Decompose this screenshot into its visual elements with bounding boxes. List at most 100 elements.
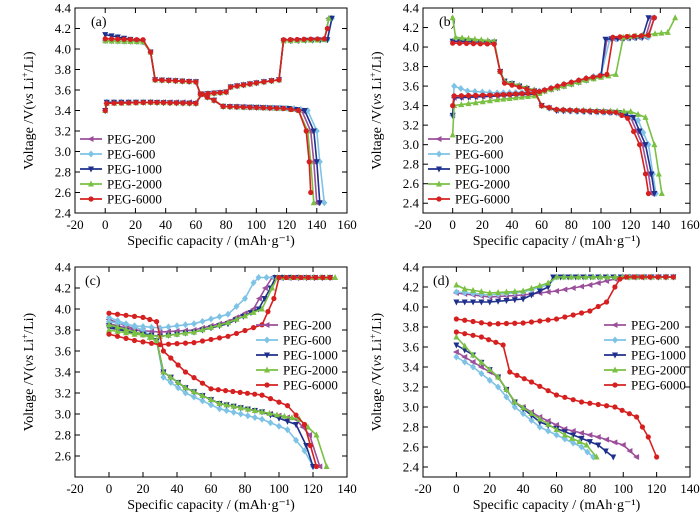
data-point bbox=[462, 331, 468, 337]
y-tick-label: 3.6 bbox=[55, 83, 72, 98]
data-point bbox=[562, 394, 568, 400]
data-point bbox=[215, 387, 221, 393]
x-tick-label: 140 bbox=[307, 217, 327, 232]
x-tick-label: 0 bbox=[449, 217, 456, 232]
data-point bbox=[324, 25, 330, 32]
data-point bbox=[223, 407, 230, 414]
data-point bbox=[453, 342, 460, 349]
data-point bbox=[233, 330, 240, 337]
data-point bbox=[470, 351, 477, 358]
data-point bbox=[513, 91, 519, 97]
x-axis-title: Specific capacity / (mAh·g⁻¹) bbox=[127, 498, 295, 513]
data-point bbox=[461, 285, 468, 292]
data-point bbox=[458, 93, 464, 99]
data-point bbox=[531, 88, 537, 94]
data-point bbox=[651, 141, 658, 148]
y-tick-label: 2.6 bbox=[403, 440, 420, 455]
data-point bbox=[247, 104, 253, 110]
y-tick-label: 4.0 bbox=[403, 300, 419, 315]
data-point bbox=[453, 333, 460, 340]
y-title-superscript: + bbox=[20, 334, 30, 339]
data-point bbox=[626, 411, 632, 417]
y-tick-label: 3.8 bbox=[55, 62, 71, 77]
data-point bbox=[244, 405, 251, 412]
legend-marker bbox=[264, 382, 270, 388]
data-point bbox=[584, 448, 591, 456]
legend-label: PEG-1000 bbox=[455, 162, 510, 177]
data-point bbox=[208, 386, 214, 392]
data-point bbox=[323, 463, 330, 469]
data-point bbox=[290, 274, 297, 281]
data-point bbox=[570, 312, 576, 318]
data-point bbox=[484, 37, 491, 44]
data-point bbox=[225, 319, 231, 326]
data-point bbox=[242, 327, 248, 334]
x-tick-label: -20 bbox=[414, 481, 431, 496]
data-point bbox=[479, 98, 486, 105]
data-point bbox=[301, 447, 308, 455]
data-point bbox=[528, 409, 535, 416]
data-point bbox=[603, 299, 610, 305]
data-point bbox=[461, 354, 468, 360]
data-point bbox=[553, 316, 560, 322]
legend-marker bbox=[88, 196, 94, 202]
data-point bbox=[536, 282, 543, 289]
data-point bbox=[578, 443, 585, 451]
data-point bbox=[131, 323, 138, 331]
data-point bbox=[635, 116, 642, 124]
data-point bbox=[619, 442, 626, 448]
y-title-part: Li bbox=[370, 77, 385, 93]
data-point bbox=[638, 33, 644, 39]
data-point bbox=[604, 71, 610, 77]
y-tick-label: 4.2 bbox=[55, 21, 71, 36]
data-point bbox=[487, 321, 493, 327]
data-point bbox=[594, 434, 601, 440]
data-point bbox=[114, 317, 121, 325]
y-title-italic: vs bbox=[370, 93, 385, 105]
data-point bbox=[148, 323, 155, 331]
y-tick-label: 2.6 bbox=[403, 176, 420, 191]
data-point bbox=[613, 109, 619, 116]
data-point bbox=[542, 87, 548, 93]
x-tick-label: 20 bbox=[129, 217, 142, 232]
data-point bbox=[284, 426, 291, 434]
data-point bbox=[536, 288, 543, 295]
y-tick-label: 3.4 bbox=[55, 365, 72, 380]
data-point bbox=[465, 35, 472, 42]
data-point bbox=[672, 14, 679, 21]
data-point bbox=[301, 36, 307, 42]
y-title-part: /Li) bbox=[22, 51, 37, 72]
data-point bbox=[620, 107, 627, 114]
data-point bbox=[539, 103, 545, 109]
data-point bbox=[478, 288, 485, 295]
data-point bbox=[230, 388, 236, 395]
y-tick-label: 4.2 bbox=[55, 281, 71, 296]
data-point bbox=[634, 414, 640, 420]
legend-marker bbox=[264, 336, 270, 344]
data-point bbox=[160, 348, 166, 354]
data-point bbox=[174, 341, 180, 347]
data-point bbox=[639, 274, 645, 280]
legend-marker bbox=[612, 352, 618, 359]
data-point bbox=[298, 274, 304, 281]
data-point bbox=[582, 273, 589, 280]
data-point bbox=[146, 333, 153, 340]
data-point bbox=[106, 310, 112, 316]
x-tick-label: 120 bbox=[303, 481, 323, 496]
data-point bbox=[242, 312, 248, 319]
data-point bbox=[216, 313, 223, 321]
legend-marker bbox=[611, 322, 618, 328]
data-point bbox=[617, 276, 623, 282]
data-point bbox=[602, 36, 609, 43]
data-point bbox=[167, 373, 174, 380]
data-point bbox=[655, 274, 661, 280]
data-point bbox=[586, 108, 593, 114]
data-point bbox=[495, 373, 502, 380]
data-point bbox=[662, 274, 669, 280]
data-point bbox=[548, 85, 554, 91]
data-point bbox=[583, 441, 590, 448]
data-point bbox=[167, 379, 174, 386]
y-tick-label: 3.4 bbox=[403, 98, 420, 113]
data-point bbox=[280, 37, 287, 43]
